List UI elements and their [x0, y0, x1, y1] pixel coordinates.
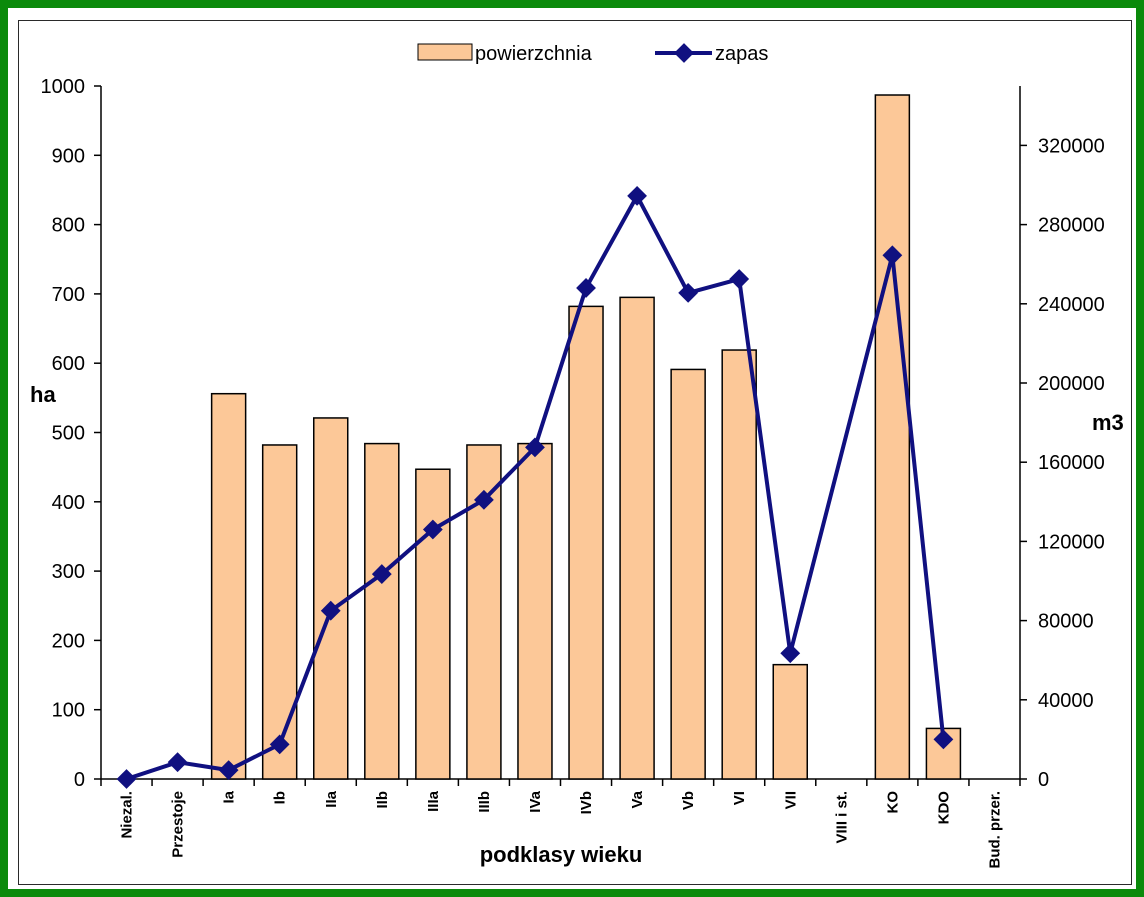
y-right-tick-label: 80000 [1038, 611, 1094, 633]
y-left-tick-label: 900 [52, 145, 85, 167]
bar-series-powierzchnia [210, 94, 962, 780]
y-right-tick-label: 120000 [1038, 531, 1105, 553]
chart-area [18, 20, 1132, 885]
x-tick-label: IIa [323, 790, 340, 807]
y-left-tick-label: 600 [52, 353, 85, 375]
y-left-tick-label: 300 [52, 561, 85, 583]
x-axis-title: podklasy wieku [480, 842, 643, 867]
zapas-point-iib [371, 564, 392, 584]
y-axis-left-title: ha [30, 382, 56, 407]
bar-vi [721, 349, 757, 780]
y-right-tick-label: 0 [1038, 769, 1049, 791]
zapas-point-niezal- [116, 769, 137, 789]
bar-iiia [415, 468, 451, 780]
bar-ko [874, 94, 911, 780]
bar-iib [364, 442, 400, 780]
bar-iva [517, 442, 553, 780]
zapas-point-iva [525, 437, 545, 458]
x-tick-label: IVa [527, 790, 544, 812]
x-tick-label: VII [782, 791, 799, 809]
x-tick-label: IIIb [476, 791, 493, 813]
bar-vb [670, 368, 706, 780]
x-tick-label: Ib [272, 791, 289, 804]
bar-iia [313, 417, 349, 780]
y-right-tick-label: 240000 [1038, 294, 1105, 316]
y-right-tick-label: 320000 [1038, 135, 1105, 157]
y-axis-right-title: m3 [1092, 410, 1124, 435]
zapas-line [125, 193, 946, 781]
zapas-point-iiia [422, 519, 443, 540]
y-left-tick-label: 700 [52, 284, 85, 306]
legend-label-powierzchnia: powierzchnia [475, 43, 593, 65]
axes: 0 100 200 300 400 500 600 700 800 900 1000 0 40000 80… [41, 76, 1105, 791]
zapas-point-ib [269, 734, 290, 755]
zapas-point-vi [729, 269, 750, 289]
x-tick-label: Ia [221, 790, 238, 803]
x-tick-label: VI [731, 791, 748, 805]
y-left-tick-label: 200 [52, 630, 85, 652]
zapas-point-przestoje [167, 752, 188, 773]
legend: powierzchnia zapas [417, 43, 768, 65]
x-tick-label: Va [629, 790, 646, 808]
zapas-point-kdo [933, 729, 954, 750]
y-left-tick-label: 800 [52, 215, 85, 237]
y-right-tick-label: 200000 [1038, 373, 1105, 395]
x-tick-label: Niezal. [119, 791, 136, 839]
y-left-tick-label: 500 [52, 423, 85, 445]
y-left-tick-label: 100 [52, 700, 85, 722]
x-tick-label: VIII i st. [833, 791, 850, 844]
zapas-point-ivb [576, 278, 596, 298]
bar-ia [210, 392, 247, 780]
x-tick-label: IVb [578, 791, 595, 814]
zapas-point-vii [780, 643, 801, 664]
x-tick-label: IIIa [425, 790, 442, 812]
y-right-tick-label: 40000 [1038, 690, 1094, 712]
x-tick-label: KDO [935, 791, 952, 825]
bar-ib [261, 444, 298, 780]
zapas-point-iia [320, 600, 341, 621]
x-tick-label: Vb [680, 791, 697, 810]
bar-vii [772, 663, 808, 780]
legend-swatch-powierzchnia [417, 43, 473, 61]
y-right-tick-label: 160000 [1038, 452, 1105, 474]
y-left-tick-label: 1000 [41, 76, 86, 98]
bar-ivb [568, 305, 604, 780]
x-tick-label: KO [884, 791, 901, 814]
x-tick-label: Bud. przer. [986, 791, 1003, 869]
x-tick-labels: Niezal. Przestoje Ia Ib IIa IIb IIIa IIIb IVa IVb… [119, 790, 1004, 868]
legend-marker-zapas [674, 43, 694, 63]
zapas-point-vb [678, 283, 699, 303]
zapas-point-iiib [474, 489, 494, 510]
y-left-tick-label: 0 [74, 769, 85, 791]
bar-va [619, 296, 655, 780]
x-tick-label: IIb [374, 791, 391, 809]
y-left-tick-label: 400 [52, 492, 85, 514]
zapas-point-va [627, 185, 647, 206]
legend-label-zapas: zapas [715, 43, 768, 65]
y-right-tick-label: 280000 [1038, 215, 1105, 237]
x-tick-label: Przestoje [170, 791, 187, 858]
